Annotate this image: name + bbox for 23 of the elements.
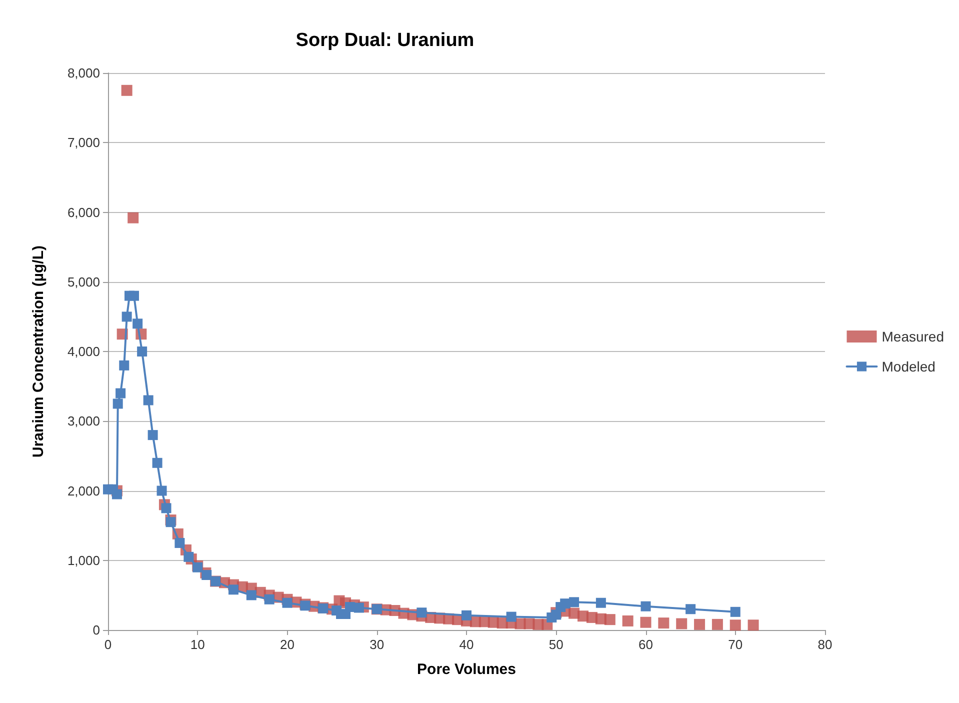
y-tick-label: 3,000 bbox=[67, 414, 100, 429]
y-tick-label: 1,000 bbox=[67, 552, 100, 568]
x-tick-label: 10 bbox=[190, 637, 205, 652]
y-tick-label: 2,000 bbox=[67, 483, 100, 498]
legend-label: Modeled bbox=[882, 358, 936, 374]
y-tick-label: 8,000 bbox=[67, 66, 100, 80]
y-tick-label: 0 bbox=[92, 622, 100, 638]
x-tick-label: 40 bbox=[459, 637, 474, 652]
y-tick-label: 4,000 bbox=[67, 344, 100, 359]
x-tick-label: 60 bbox=[638, 637, 653, 652]
x-tick-label: 70 bbox=[728, 637, 743, 652]
y-tick-label: 7,000 bbox=[67, 135, 100, 150]
x-axis-title: Pore Volumes bbox=[417, 661, 516, 678]
chart-title: Sorp Dual: Uranium bbox=[296, 30, 474, 51]
x-tick-label: 20 bbox=[280, 637, 294, 652]
legend-label: Measured bbox=[882, 328, 944, 344]
y-tick-label: 5,000 bbox=[67, 274, 100, 290]
x-tick-label: 30 bbox=[370, 637, 384, 652]
y-axis-title: Uranium Concentration (µg/L) bbox=[30, 246, 47, 458]
x-tick-label: 0 bbox=[104, 637, 112, 652]
x-tick-label: 50 bbox=[548, 637, 564, 652]
x-tick-label: 80 bbox=[818, 637, 832, 652]
y-tick-label: 6,000 bbox=[67, 204, 100, 220]
